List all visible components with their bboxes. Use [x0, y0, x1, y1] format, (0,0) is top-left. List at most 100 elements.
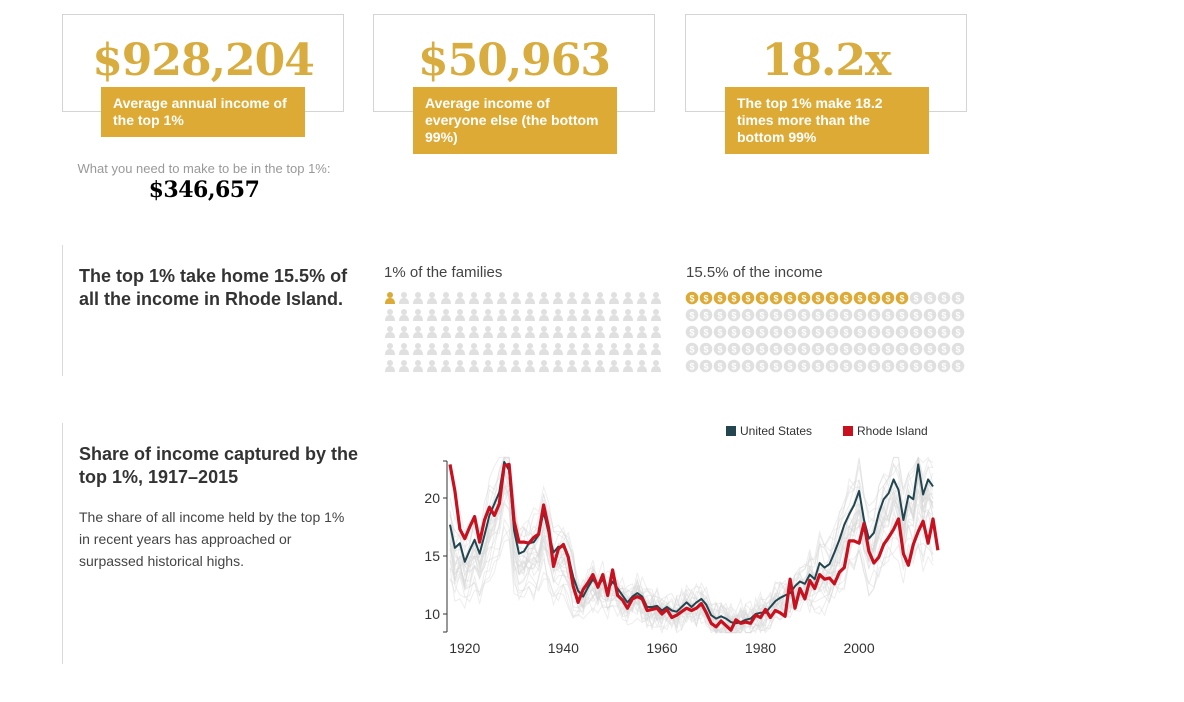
svg-text:$: $	[689, 311, 694, 321]
dollar-icon: $	[923, 325, 937, 339]
svg-text:$: $	[955, 362, 960, 372]
svg-text:$: $	[689, 328, 694, 338]
svg-text:$: $	[745, 311, 750, 321]
dollar-icon: $	[867, 359, 881, 373]
dollar-icon: $	[867, 342, 881, 356]
dollar-icon: $	[769, 342, 783, 356]
dollar-icon: $	[923, 308, 937, 322]
person-icon	[637, 326, 647, 338]
person-icon	[441, 343, 451, 355]
svg-text:$: $	[927, 345, 932, 355]
person-icon	[427, 360, 437, 372]
history-description: The share of all income held by the top …	[79, 509, 345, 569]
dollar-icon: $	[741, 325, 755, 339]
svg-text:$: $	[955, 345, 960, 355]
dollar-icon: $	[811, 325, 825, 339]
dollar-icon: $	[727, 308, 741, 322]
share-title: The top 1% take home 15.5% of all the in…	[79, 266, 348, 309]
svg-text:$: $	[689, 345, 694, 355]
legend-us: United States	[726, 424, 812, 438]
person-icon	[497, 343, 507, 355]
svg-text:$: $	[759, 294, 764, 304]
section-divider	[62, 245, 63, 376]
x-tick-label: 1920	[449, 640, 480, 656]
dollar-icon: $	[867, 325, 881, 339]
state-line	[449, 488, 934, 627]
person-icon	[623, 309, 633, 321]
dollar-icon: $	[867, 308, 881, 322]
person-icon	[483, 292, 493, 304]
svg-text:$: $	[829, 328, 834, 338]
state-line	[449, 467, 934, 622]
dollar-icon: $	[951, 308, 965, 322]
legend-ri: Rhode Island	[843, 424, 928, 438]
dollar-icon: $	[783, 325, 797, 339]
dollar-icon: $	[755, 359, 769, 373]
svg-text:$: $	[787, 362, 792, 372]
person-icon	[441, 309, 451, 321]
svg-text:$: $	[773, 362, 778, 372]
person-icon	[539, 360, 549, 372]
person-icon	[651, 292, 661, 304]
svg-text:$: $	[759, 345, 764, 355]
person-icon	[623, 326, 633, 338]
svg-text:$: $	[815, 294, 820, 304]
person-icon	[483, 360, 493, 372]
svg-text:$: $	[717, 345, 722, 355]
section-divider	[62, 423, 63, 664]
dollar-icon: $	[713, 359, 727, 373]
person-icon	[553, 360, 563, 372]
person-icon	[637, 292, 647, 304]
svg-text:$: $	[801, 345, 806, 355]
person-icon	[595, 360, 605, 372]
person-icon	[637, 360, 647, 372]
person-icon	[511, 326, 521, 338]
person-icon	[455, 360, 465, 372]
svg-text:$: $	[955, 311, 960, 321]
dollar-icon: $	[853, 342, 867, 356]
families-title: 1% of the families	[384, 264, 503, 281]
person-icon	[609, 360, 619, 372]
legend-label-ri: Rhode Island	[857, 424, 928, 438]
person-icon	[651, 360, 661, 372]
person-icon	[455, 292, 465, 304]
svg-text:$: $	[829, 311, 834, 321]
svg-text:$: $	[941, 345, 946, 355]
state-line	[449, 456, 934, 624]
x-axis: 1920 1940 1960 1980 2000	[449, 640, 875, 656]
dollar-icon: $	[825, 342, 839, 356]
dollar-icon: $	[909, 308, 923, 322]
state-line	[449, 467, 934, 634]
person-icon	[595, 292, 605, 304]
state-line	[449, 482, 934, 635]
dollar-icon: $	[713, 325, 727, 339]
person-icon	[455, 326, 465, 338]
state-line	[449, 457, 934, 634]
state-line	[449, 458, 934, 631]
threshold-caption: What you need to make to be in the top 1…	[77, 161, 331, 176]
y-axis: 10 15 20	[424, 460, 448, 633]
svg-text:$: $	[899, 362, 904, 372]
dollar-icon-highlighted: $	[853, 291, 867, 305]
dollar-icon: $	[825, 308, 839, 322]
person-icon	[455, 309, 465, 321]
dollar-icon: $	[685, 308, 699, 322]
dollar-icon: $	[741, 359, 755, 373]
svg-text:$: $	[857, 345, 862, 355]
dollar-icon: $	[853, 325, 867, 339]
dollar-icon-highlighted: $	[699, 291, 713, 305]
person-icon	[497, 360, 507, 372]
svg-text:$: $	[745, 345, 750, 355]
person-icon	[399, 309, 409, 321]
person-icon	[525, 292, 535, 304]
dollar-icon: $	[741, 342, 755, 356]
svg-text:$: $	[843, 362, 848, 372]
dollar-icon: $	[685, 342, 699, 356]
dollar-icon-highlighted: $	[741, 291, 755, 305]
svg-text:$: $	[913, 311, 918, 321]
dollar-icon: $	[713, 342, 727, 356]
dollar-icon: $	[839, 308, 853, 322]
svg-text:$: $	[927, 362, 932, 372]
svg-text:$: $	[787, 294, 792, 304]
state-line	[449, 528, 934, 634]
